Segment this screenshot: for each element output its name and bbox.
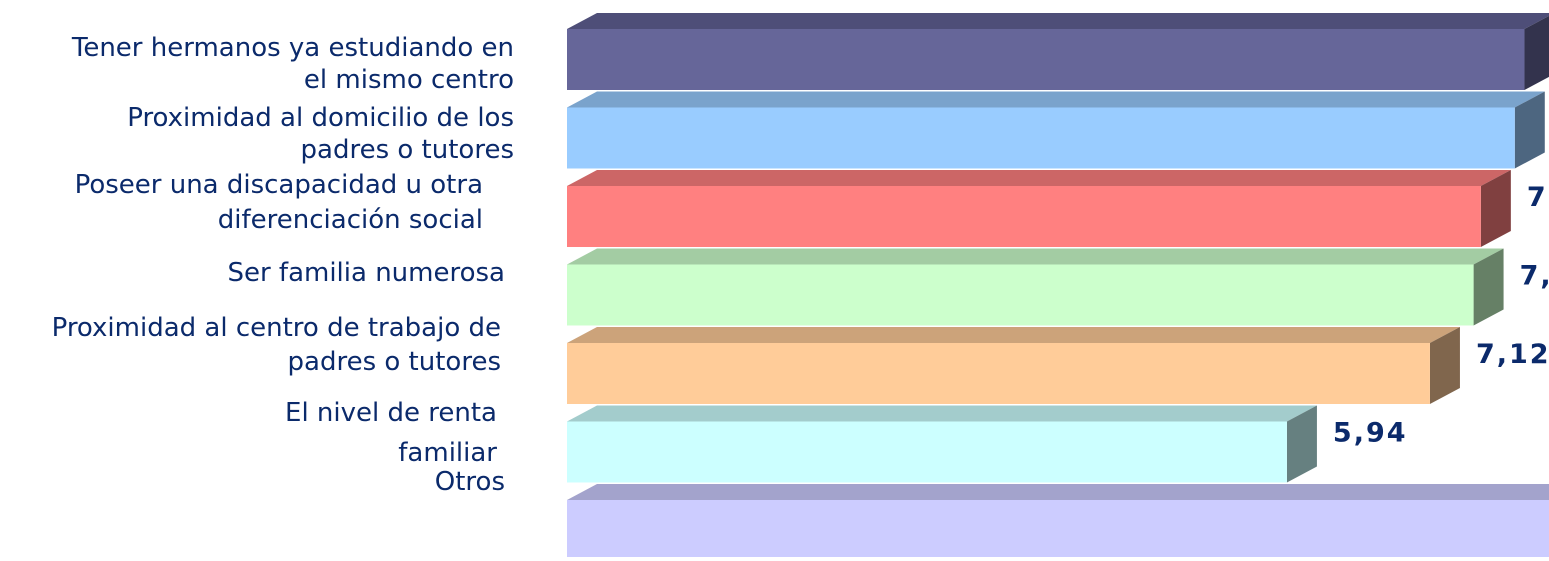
bar-group: [567, 170, 1511, 247]
bar-side-face: [1480, 170, 1511, 247]
value-label: 7,54: [1527, 182, 1549, 213]
bar: [567, 264, 1474, 326]
bar-top-face: [567, 91, 1545, 108]
bar-group: [567, 484, 1549, 561]
bar-side-face: [1524, 15, 1549, 90]
category-label: padres o tutores: [288, 347, 501, 377]
bar-side-face: [1473, 248, 1504, 326]
category-label: familiar: [398, 438, 497, 468]
category-label: Proximidad al domicilio de los: [127, 103, 514, 133]
bar-group: [567, 13, 1549, 90]
bar: [567, 421, 1287, 483]
category-label: diferenciación social: [218, 205, 483, 235]
bar-top-face: [567, 170, 1511, 186]
bar-group: [567, 327, 1460, 404]
category-label: el mismo centro: [304, 65, 514, 95]
category-label: padres o tutores: [301, 135, 514, 165]
bar-side-face: [1514, 91, 1545, 169]
value-label: 7,48: [1520, 261, 1549, 292]
category-label: Proximidad al centro de trabajo de: [52, 313, 501, 343]
bar-side-face: [1429, 327, 1460, 404]
bar: [567, 186, 1481, 247]
bar: [567, 107, 1515, 169]
category-label: Ser familia numerosa: [227, 258, 505, 288]
value-label: 5,94: [1333, 418, 1408, 449]
bar-top-face: [567, 484, 1549, 500]
bar-top-face: [567, 248, 1504, 265]
category-label: Otros: [435, 467, 505, 497]
bar-top-face: [567, 13, 1549, 29]
bar-top-face: [567, 327, 1460, 343]
bar-group: [567, 91, 1545, 169]
bar-side-face: [1286, 405, 1317, 483]
category-label: El nivel de renta: [285, 398, 497, 428]
bar: [567, 500, 1549, 561]
bar-group: [567, 405, 1317, 483]
category-label: Poseer una discapacidad u otra: [75, 170, 483, 200]
bar: [567, 343, 1430, 404]
bar-group: [567, 248, 1504, 326]
bar: [567, 29, 1525, 90]
category-label: Tener hermanos ya estudiando en: [71, 33, 514, 63]
value-label: 7,12: [1476, 339, 1549, 370]
bar-top-face: [567, 405, 1317, 422]
